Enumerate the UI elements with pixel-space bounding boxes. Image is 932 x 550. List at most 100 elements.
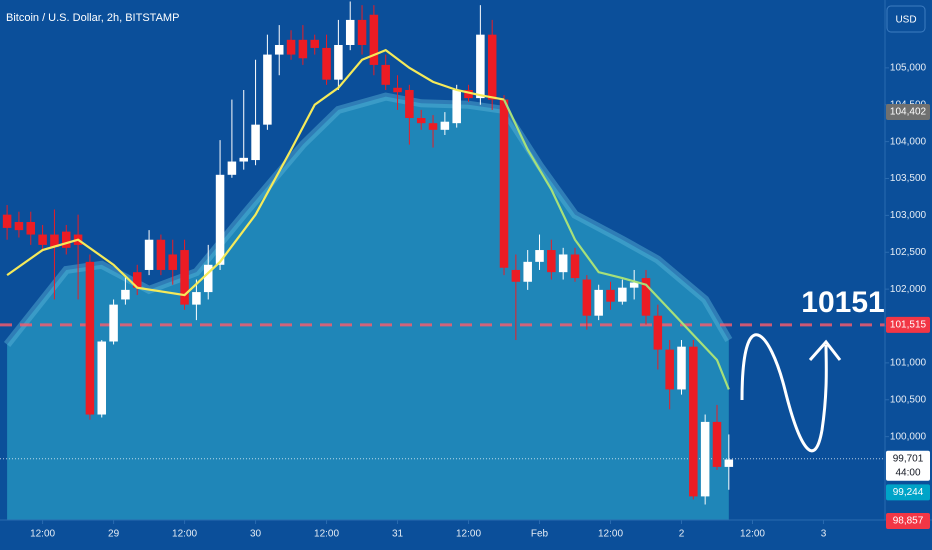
candle-body — [535, 250, 544, 262]
candle-body — [192, 292, 201, 305]
y-tick-label: 103,000 — [890, 210, 927, 221]
candle-body — [286, 39, 296, 55]
arrow-head — [808, 339, 842, 361]
candle-body — [393, 87, 402, 93]
price-label-box — [886, 103, 930, 120]
candle-body — [369, 14, 379, 65]
candle-body — [227, 161, 237, 175]
price-label: 101,515 — [890, 320, 927, 331]
y-tick-label: 105,000 — [890, 62, 927, 73]
x-tick-label: 3 — [821, 529, 827, 540]
candle-body — [168, 254, 177, 270]
candle-body — [97, 341, 107, 415]
x-tick-label: Feb — [531, 529, 549, 540]
candle-body — [440, 121, 450, 130]
candle-body — [712, 421, 722, 467]
candle-body — [239, 157, 248, 162]
currency-button[interactable] — [886, 5, 926, 33]
x-tick-label: 31 — [392, 529, 404, 540]
candle-body — [724, 459, 734, 467]
candle-body — [180, 250, 189, 305]
price-label-box — [886, 316, 930, 333]
candle-body — [464, 89, 473, 99]
candle-body — [428, 123, 438, 130]
candle-body — [215, 174, 225, 265]
x-tick-label: 29 — [108, 529, 120, 540]
currency-label[interactable]: USD — [895, 15, 916, 26]
x-tick-label: 2 — [679, 529, 685, 540]
x-tick-label: 12:00 — [456, 529, 481, 540]
candle-body — [689, 346, 698, 497]
candle-body — [144, 239, 154, 270]
candle-body — [251, 124, 260, 161]
candle-body — [50, 234, 59, 248]
candle-body — [38, 234, 47, 245]
candle-body — [677, 346, 686, 390]
candle-body — [26, 222, 36, 235]
candle-body — [476, 34, 485, 99]
x-tick-label: 30 — [250, 529, 262, 540]
candle-body — [334, 44, 343, 80]
candle-body — [2, 214, 12, 228]
candle-body — [582, 279, 592, 316]
candle-body — [511, 269, 521, 282]
candle-body — [499, 99, 509, 268]
candle-body — [618, 287, 627, 302]
candle-body — [357, 19, 367, 45]
candle-body — [700, 421, 710, 497]
y-tick-label: 100,500 — [890, 394, 927, 405]
y-tick-label: 104,000 — [890, 136, 927, 147]
candle-body — [653, 315, 663, 350]
candle-body — [641, 278, 651, 316]
candle-body — [558, 254, 568, 273]
y-tick-label: 102,000 — [890, 284, 927, 295]
candle-body — [203, 264, 213, 293]
candle-body — [132, 272, 142, 288]
candle-body — [85, 261, 95, 415]
y-tick-label: 100,000 — [890, 431, 927, 442]
x-tick-label: 12:00 — [740, 529, 765, 540]
x-tick-label: 12:00 — [598, 529, 623, 540]
projection-arrow — [740, 333, 828, 453]
price-label: 98,857 — [893, 516, 924, 527]
candle-body — [310, 39, 319, 48]
y-tick-label: 101,000 — [890, 358, 927, 369]
y-tick-label: 103,500 — [890, 173, 927, 184]
candle-body — [570, 254, 580, 279]
candle-body — [594, 289, 603, 316]
candle-body — [14, 222, 24, 231]
candle-body — [274, 44, 284, 55]
candle-body — [156, 239, 166, 270]
candle-body — [416, 118, 426, 124]
candle-body — [523, 261, 532, 282]
candle-body — [381, 64, 390, 85]
candle-body — [263, 54, 272, 125]
x-tick-label: 12:00 — [30, 529, 55, 540]
price-label: 99,701 — [893, 453, 924, 464]
candle-body — [345, 19, 355, 45]
candle-body — [109, 304, 118, 342]
candle-body — [452, 89, 461, 124]
countdown: 44:00 — [895, 467, 920, 478]
price-label-box — [886, 484, 930, 501]
annotation: 10151 — [801, 286, 884, 319]
x-tick-label: 12:00 — [314, 529, 339, 540]
moving-average — [6, 48, 505, 297]
indicator-area — [7, 96, 729, 520]
candle-body — [61, 231, 71, 248]
x-tick-label: 12:00 — [172, 529, 197, 540]
price-label-box — [886, 450, 930, 481]
candle-body — [547, 250, 556, 273]
plot-area — [0, 1, 885, 520]
price-label-box — [886, 512, 930, 529]
y-tick-label: 102,500 — [890, 247, 927, 258]
chart-title: Bitcoin / U.S. Dollar, 2h, BITSTAMP — [6, 12, 179, 24]
candle-body — [665, 349, 674, 390]
candle-body — [606, 289, 615, 302]
candle-body — [487, 34, 497, 100]
moving-average — [503, 99, 730, 390]
price-label: 99,244 — [893, 487, 924, 498]
candle-body — [322, 47, 331, 80]
candle-body — [405, 89, 414, 119]
